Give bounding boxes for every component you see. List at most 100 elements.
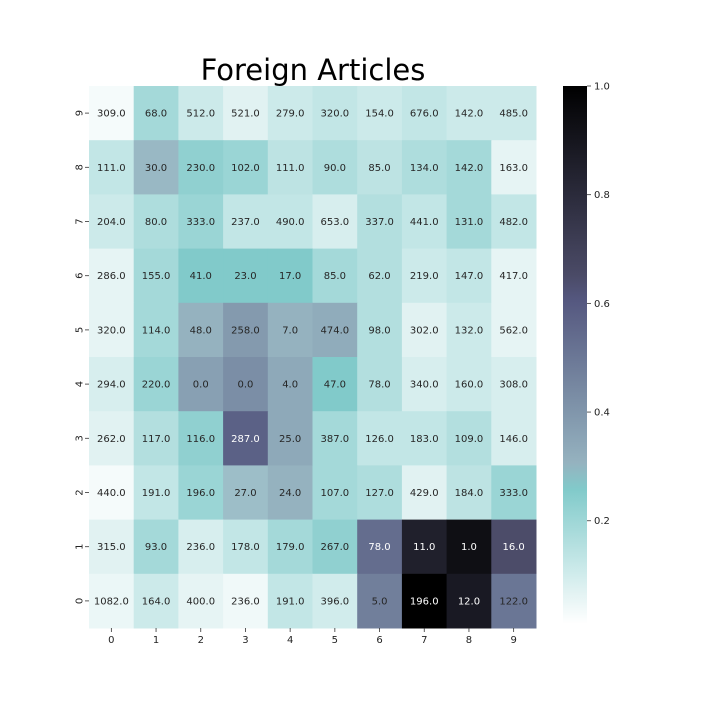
cell-value-label: 30.0 <box>145 163 167 174</box>
cell-value-label: 320.0 <box>321 109 350 120</box>
cell-value-label: 127.0 <box>365 488 394 499</box>
cell-value-label: 24.0 <box>279 488 301 499</box>
cell-value-label: 237.0 <box>231 217 260 228</box>
cell-value-label: 62.0 <box>368 271 390 282</box>
cell-value-label: 183.0 <box>410 434 439 445</box>
cell-value-label: 512.0 <box>186 109 215 120</box>
cell-value-label: 482.0 <box>499 217 528 228</box>
cell-value-label: 27.0 <box>234 488 256 499</box>
cell-value-label: 107.0 <box>321 488 350 499</box>
y-tick-label: 1 <box>75 544 86 550</box>
x-axis-ticks: 0123456789 <box>108 628 517 646</box>
y-tick-label: 7 <box>75 218 86 224</box>
cell-value-label: 387.0 <box>321 434 350 445</box>
cell-value-label: 309.0 <box>97 109 126 120</box>
cell-value-label: 474.0 <box>321 325 350 336</box>
cell-value-label: 48.0 <box>190 325 212 336</box>
cell-value-label: 287.0 <box>231 434 260 445</box>
cell-value-label: 164.0 <box>142 596 171 607</box>
x-tick-label: 3 <box>242 635 248 646</box>
cell-value-label: 396.0 <box>321 596 350 607</box>
y-tick-label: 3 <box>75 435 86 441</box>
cell-value-label: 258.0 <box>231 325 260 336</box>
cell-value-label: 146.0 <box>499 434 528 445</box>
colorbar-ticks: 0.2 0.4 0.6 0.8 1.0 <box>587 82 610 528</box>
cell-value-label: 78.0 <box>368 542 390 553</box>
cell-value-label: 142.0 <box>455 163 484 174</box>
cell-value-label: 98.0 <box>368 325 390 336</box>
cell-value-label: 41.0 <box>190 271 212 282</box>
cell-value-label: 11.0 <box>413 542 435 553</box>
cell-value-label: 17.0 <box>279 271 301 282</box>
colorbar <box>563 86 587 624</box>
cell-value-label: 126.0 <box>365 434 394 445</box>
cell-value-label: 230.0 <box>186 163 215 174</box>
cell-value-label: 294.0 <box>97 380 126 391</box>
cell-value-label: 429.0 <box>410 488 439 499</box>
cell-value-label: 340.0 <box>410 380 439 391</box>
x-tick-label: 6 <box>376 635 382 646</box>
cell-value-label: 333.0 <box>186 217 215 228</box>
cell-value-label: 23.0 <box>234 271 256 282</box>
cell-value-label: 676.0 <box>410 109 439 120</box>
cell-value-label: 90.0 <box>324 163 346 174</box>
y-tick-label: 8 <box>75 164 86 170</box>
cell-value-label: 132.0 <box>455 325 484 336</box>
y-tick-label: 5 <box>75 327 86 333</box>
y-tick-label: 0 <box>75 598 86 604</box>
cell-value-label: 68.0 <box>145 109 167 120</box>
cell-value-label: 155.0 <box>142 271 171 282</box>
cell-value-label: 160.0 <box>455 380 484 391</box>
y-axis-ticks: 9 8 7 6 5 4 3 2 1 0 <box>75 110 90 604</box>
cell-value-label: 220.0 <box>142 380 171 391</box>
colorbar-tick-label: 0.4 <box>594 408 610 419</box>
x-tick-label: 1 <box>153 635 159 646</box>
x-tick-label: 9 <box>510 635 516 646</box>
cell-value-label: 191.0 <box>276 596 305 607</box>
cell-value-label: 400.0 <box>186 596 215 607</box>
cell-value-label: 196.0 <box>186 488 215 499</box>
cell-value-label: 302.0 <box>410 325 439 336</box>
cell-value-label: 5.0 <box>372 596 388 607</box>
cell-value-label: 191.0 <box>142 488 171 499</box>
cell-value-label: 178.0 <box>231 542 260 553</box>
cell-value-label: 184.0 <box>455 488 484 499</box>
cell-value-label: 308.0 <box>499 380 528 391</box>
x-tick-label: 0 <box>108 635 114 646</box>
cell-value-label: 441.0 <box>410 217 439 228</box>
cell-value-label: 134.0 <box>410 163 439 174</box>
cell-value-label: 109.0 <box>455 434 484 445</box>
x-tick-label: 5 <box>332 635 338 646</box>
cell-value-label: 93.0 <box>145 542 167 553</box>
cell-value-label: 116.0 <box>186 434 215 445</box>
cell-value-label: 485.0 <box>499 109 528 120</box>
y-tick-label: 2 <box>75 489 86 495</box>
cell-value-label: 320.0 <box>97 325 126 336</box>
chart-title: Foreign Articles <box>201 53 426 87</box>
colorbar-tick-label: 0.8 <box>594 190 610 201</box>
cell-value-label: 85.0 <box>324 271 346 282</box>
cell-value-label: 131.0 <box>455 217 484 228</box>
cell-value-label: 111.0 <box>276 163 305 174</box>
cell-value-label: 47.0 <box>324 380 346 391</box>
x-tick-label: 2 <box>198 635 204 646</box>
cell-value-label: 154.0 <box>365 109 394 120</box>
cell-value-label: 562.0 <box>499 325 528 336</box>
cell-value-label: 102.0 <box>231 163 260 174</box>
cell-value-label: 262.0 <box>97 434 126 445</box>
y-tick-label: 4 <box>75 381 86 387</box>
cell-value-label: 12.0 <box>458 596 480 607</box>
cell-value-label: 7.0 <box>282 325 298 336</box>
cell-value-label: 122.0 <box>499 596 528 607</box>
cell-value-label: 80.0 <box>145 217 167 228</box>
colorbar-tick-label: 0.6 <box>594 299 610 310</box>
cell-value-label: 16.0 <box>503 542 525 553</box>
cell-value-label: 440.0 <box>97 488 126 499</box>
cell-value-label: 142.0 <box>455 109 484 120</box>
y-tick-label: 9 <box>75 110 86 116</box>
cell-value-label: 219.0 <box>410 271 439 282</box>
cell-value-label: 114.0 <box>142 325 171 336</box>
x-tick-label: 8 <box>466 635 472 646</box>
cell-value-label: 236.0 <box>186 542 215 553</box>
